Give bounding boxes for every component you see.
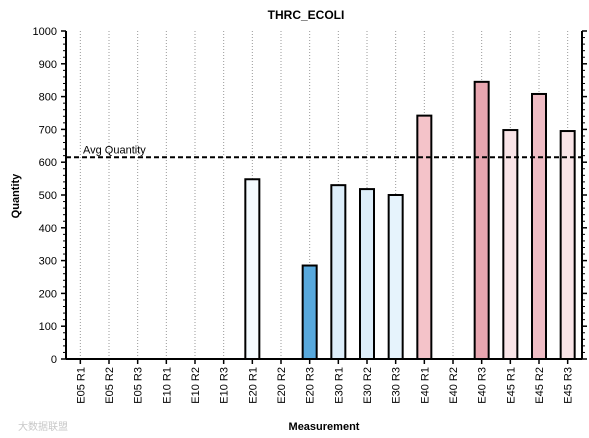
y-tick-label: 500 — [39, 190, 57, 202]
x-tick-label: E10 R1 — [161, 367, 173, 404]
x-tick-label: E30 R1 — [333, 367, 345, 404]
y-tick-label: 1000 — [33, 26, 57, 38]
avg-quantity-label: Avg Quantity — [83, 144, 146, 156]
x-tick-label: E30 R2 — [362, 367, 374, 404]
bar — [387, 194, 404, 360]
bar — [330, 184, 347, 360]
x-tick-label: E10 R2 — [190, 367, 202, 404]
x-tick-labels: E05 R1 E05 R2 E05 R3 E10 R1 E10 R2 E10 R3 E20 … — [75, 367, 574, 404]
axes — [61, 30, 587, 364]
x-tick-label: E20 R1 — [247, 367, 259, 404]
bar — [416, 114, 433, 361]
y-tick-label: 700 — [39, 124, 57, 136]
x-tick-label: E20 R3 — [305, 367, 317, 404]
x-tick-label: E10 R3 — [219, 367, 231, 404]
grid — [79, 31, 569, 359]
y-axis-label: Quantity — [10, 173, 22, 218]
watermark: 大数据联盟 — [18, 420, 68, 433]
bar — [473, 80, 490, 360]
reference-line-group: Avg Quantity — [66, 144, 582, 159]
y-tick-label: 900 — [39, 59, 57, 71]
y-tick-label: 200 — [39, 288, 57, 300]
x-tick-label: E45 R2 — [534, 367, 546, 404]
x-tick-label: E40 R2 — [448, 367, 460, 404]
x-tick-label: E30 R3 — [391, 367, 403, 404]
x-tick-label: E20 R2 — [276, 367, 288, 404]
bar — [244, 178, 261, 360]
y-tick-labels: 0 100 200 300 400 500 600 700 800 900 1000 — [33, 26, 57, 366]
x-tick-label: E45 R3 — [563, 367, 575, 404]
bar — [502, 129, 519, 360]
bar — [301, 264, 318, 360]
bar — [531, 92, 547, 360]
y-tick-label: 400 — [39, 223, 57, 235]
x-tick-label: E05 R1 — [75, 367, 87, 404]
x-tick-label: E05 R2 — [104, 367, 116, 404]
y-tick-label: 0 — [51, 354, 57, 366]
x-tick-label: E40 R1 — [419, 367, 431, 404]
x-tick-label: E45 R1 — [505, 367, 517, 404]
y-tick-label: 600 — [39, 157, 57, 169]
bar — [559, 130, 576, 360]
bars — [244, 80, 576, 361]
y-tick-label: 100 — [39, 321, 57, 333]
x-axis-label: Measurement — [289, 421, 360, 433]
x-tick-label: E05 R3 — [133, 367, 145, 404]
chart-title: THRC_ECOLI — [268, 8, 345, 22]
x-tick-label: E40 R3 — [477, 367, 489, 404]
bar — [359, 188, 375, 360]
y-tick-label: 800 — [39, 92, 57, 104]
y-tick-label: 300 — [39, 256, 57, 268]
